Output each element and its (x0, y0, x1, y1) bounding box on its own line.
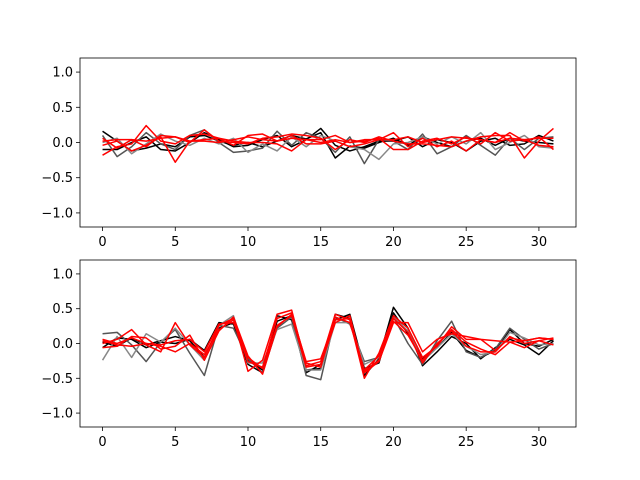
y-tick-label: −0.5 (41, 372, 73, 387)
y-tick-label: 1.0 (52, 267, 73, 282)
x-tick-label: 10 (240, 235, 257, 250)
x-tick-label: 25 (458, 235, 475, 250)
y-tick-label: 0.0 (52, 337, 73, 352)
y-tick-label: 1.0 (52, 66, 73, 81)
series-line-3 (101, 129, 554, 165)
x-tick-label: 15 (312, 435, 329, 450)
series-group (101, 306, 554, 381)
y-tick-label: −1.0 (41, 407, 73, 422)
series-line-6 (102, 131, 554, 163)
x-tick-label: 5 (171, 435, 179, 450)
x-tick-label: 0 (98, 435, 106, 450)
x-tick-label: 20 (385, 435, 402, 450)
x-tick-label: 30 (531, 235, 548, 250)
x-tick-label: 5 (171, 235, 179, 250)
x-tick-label: 10 (240, 435, 257, 450)
y-tick-label: −1.0 (41, 206, 73, 221)
top-subplot: 0 5 10 15 20 25 30 −1.0 −0.5 0.0 0.5 1.0 (41, 57, 577, 250)
series-line-4 (101, 314, 554, 371)
y-tick-label: 0.5 (52, 101, 73, 116)
series-line-6 (102, 313, 554, 375)
x-tick-label: 30 (531, 435, 548, 450)
x-tick-label: 15 (312, 235, 329, 250)
x-tick-label: 25 (458, 435, 475, 450)
series-line-8 (102, 127, 554, 159)
series-line-5 (102, 124, 554, 156)
x-tick-label: 20 (385, 235, 402, 250)
bottom-subplot: 0 5 10 15 20 25 30 −1.0 −0.5 0.0 0.5 1.0 (41, 259, 577, 450)
y-tick-label: 0.5 (52, 302, 73, 317)
series-group (101, 124, 554, 165)
x-tick-label: 0 (98, 235, 106, 250)
y-tick-label: 0.0 (52, 136, 73, 151)
series-line-8 (102, 312, 554, 371)
y-tick-label: −0.5 (41, 171, 73, 186)
